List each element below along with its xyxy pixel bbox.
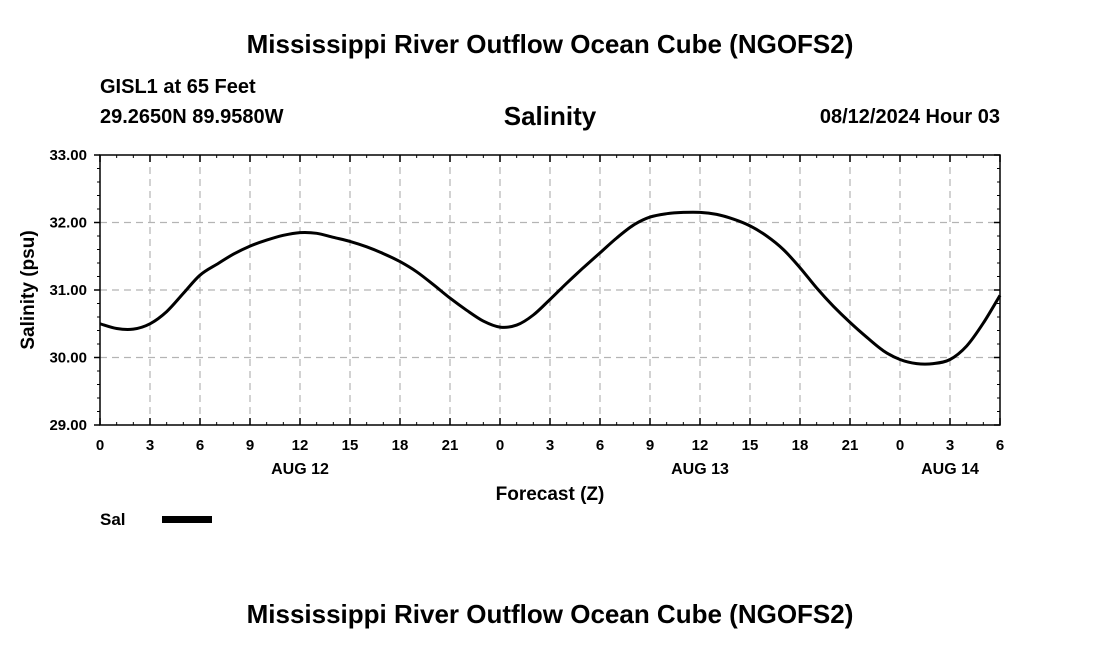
grid — [100, 155, 1000, 425]
x-tick-label: 18 — [792, 437, 809, 454]
datetime-label: 08/12/2024 Hour 03 — [819, 106, 1000, 128]
ticks — [94, 154, 1001, 426]
main-title: Mississippi River Outflow Ocean Cube (NG… — [246, 29, 854, 59]
x-tick-label: 0 — [896, 437, 904, 454]
x-tick-label: 6 — [196, 437, 204, 454]
footer-title: Mississippi River Outflow Ocean Cube (NG… — [246, 599, 854, 629]
x-tick-label: 21 — [842, 437, 859, 454]
x-tick-label: 3 — [146, 437, 154, 454]
x-tick-label: 0 — [496, 437, 504, 454]
y-axis-label: Salinity (psu) — [18, 230, 39, 349]
x-tick-label: 0 — [96, 437, 104, 454]
coordinates-label: 29.2650N 89.9580W — [100, 106, 284, 128]
x-tick-label: 18 — [392, 437, 409, 454]
x-tick-label: 9 — [246, 437, 254, 454]
x-axis-label: Forecast (Z) — [496, 484, 605, 505]
x-tick-label: 12 — [292, 437, 309, 454]
x-tick-label: 12 — [692, 437, 709, 454]
x-tick-label: 15 — [342, 437, 359, 454]
chart-title: Salinity — [503, 101, 597, 131]
tick-labels: 0 3 6 9 12 15 18 21 0 3 6 9 12 15 18 21 0 3 6 29.00 30.00 31.… — [49, 147, 1004, 478]
y-tick-label: 30.00 — [49, 350, 87, 367]
date-label: AUG 12 — [271, 461, 329, 478]
x-tick-label: 9 — [646, 437, 654, 454]
y-tick-label: 31.00 — [49, 282, 87, 299]
y-tick-label: 33.00 — [49, 147, 87, 164]
x-tick-label: 6 — [996, 437, 1004, 454]
x-tick-label: 15 — [742, 437, 759, 454]
x-tick-label: 3 — [946, 437, 954, 454]
y-tick-label: 29.00 — [49, 417, 87, 434]
series — [99, 210, 1002, 366]
station-label: GISL1 at 65 Feet — [100, 76, 256, 98]
x-tick-label: 3 — [546, 437, 554, 454]
x-tick-label: 21 — [442, 437, 459, 454]
series-line-sal — [99, 210, 1002, 366]
y-tick-label: 32.00 — [49, 215, 87, 232]
date-label: AUG 14 — [921, 461, 979, 478]
x-tick-label: 6 — [596, 437, 604, 454]
legend-swatch — [162, 516, 212, 523]
legend-label: Sal — [100, 510, 126, 529]
date-label: AUG 13 — [671, 461, 729, 478]
